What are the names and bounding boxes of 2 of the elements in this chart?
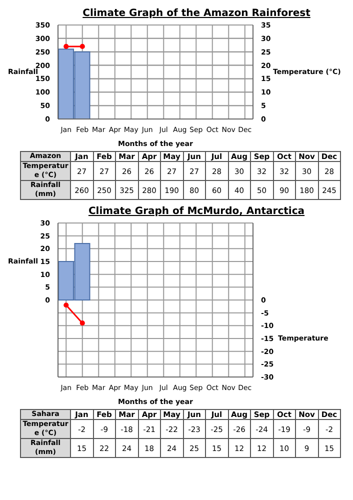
chart-title: Climate Graph of the Amazon Rainforest <box>82 8 312 19</box>
chart-title: Climate Graph of McMurdo, Antarctica <box>87 206 306 217</box>
